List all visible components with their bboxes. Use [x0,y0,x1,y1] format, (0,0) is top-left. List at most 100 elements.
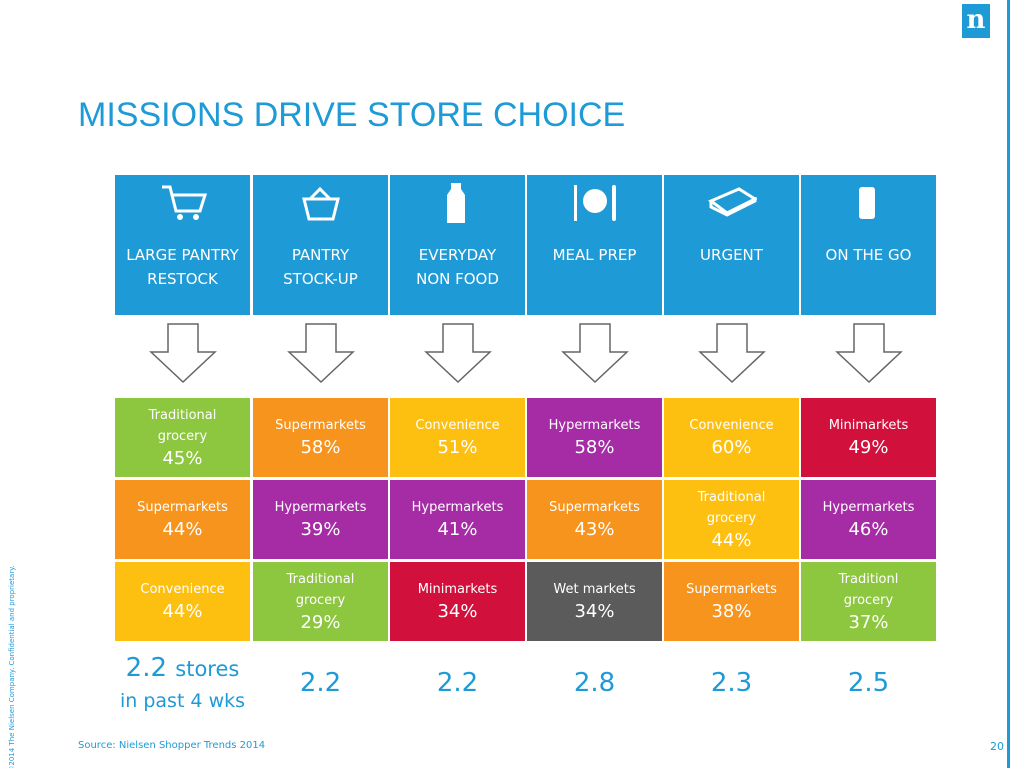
store-cell: Wet markets 34% [527,562,662,641]
store-share: 44% [162,519,203,540]
stores-count: 2.2 [390,665,525,701]
store-share: 37% [848,611,889,633]
stores-note: in past 4 wks [119,690,246,712]
store-cell: Traditional grocery 45% [115,398,250,477]
stores-count: 2.2 stores in past 4 wks [115,650,250,715]
store-cell: Supermarkets 38% [664,562,799,641]
store-name: Convenience [140,582,225,597]
mission-icon [446,183,465,223]
store-cell: Minimarkets 34% [390,562,525,641]
stores-count: 2.8 [527,665,662,701]
store-name: Hypermarkets [411,500,504,515]
store-share: 60% [711,437,752,458]
store-share: 34% [574,601,615,622]
mission-header: PANTRY STOCK-UP [253,175,388,315]
store-share: 49% [848,437,889,458]
store-name: Traditional grocery [697,489,766,526]
store-share: 58% [300,437,341,458]
mission-header: EVERYDAY NON FOOD [390,175,525,315]
stores-count: 2.2 [253,665,388,701]
store-cell: Supermarkets 58% [253,398,388,477]
stores-value: 2.2 [125,653,168,683]
store-cell: Convenience 60% [664,398,799,477]
store-cell: Traditionl grocery 37% [801,562,936,641]
stores-line: 2.5 [801,665,936,701]
mission-label: STOCK-UP [283,270,358,288]
store-name: Supermarkets [137,500,228,515]
stores-line: 2.3 [664,665,799,701]
store-name: Supermarkets [686,582,777,597]
mission-label: EVERYDAY [418,246,497,264]
store-cell: Supermarkets 43% [527,480,662,559]
mission-icon [161,185,207,220]
store-cell: Hypermarkets 41% [390,480,525,559]
store-cell: Minimarkets 49% [801,398,936,477]
arrow [697,323,766,384]
store-cell: Convenience 51% [390,398,525,477]
arrow [286,323,355,384]
stores-line: 2.2 [390,665,525,701]
store-cell: Supermarkets 44% [115,480,250,559]
store-name: Convenience [689,418,774,433]
mission-header: ON THE GO [801,175,936,315]
stores-line: 2.2 [253,665,388,701]
copyright: Copyright ©2014 The Nielsen Company. Con… [8,565,16,768]
arrow [560,323,629,384]
store-name: Convenience [415,418,500,433]
mission-header: LARGE PANTRY RESTOCK [115,175,250,315]
mission-label: RESTOCK [147,270,218,288]
mission-label: URGENT [700,246,763,264]
store-share: 39% [300,519,341,540]
source: Source: Nielsen Shopper Trends 2014 [78,740,266,751]
store-share: 29% [300,611,341,633]
mission-header: MEAL PREP [527,175,662,315]
store-cell: Hypermarkets 58% [527,398,662,477]
stores-value: 2.2 [436,668,479,698]
store-cell: Hypermarkets 46% [801,480,936,559]
mission-icon [858,187,875,219]
store-share: 45% [162,447,203,469]
store-share: 58% [574,437,615,458]
store-cell: Traditional grocery 44% [664,480,799,559]
store-name: Minimarkets [828,418,909,433]
logo: n [962,4,990,38]
store-share: 44% [711,529,752,551]
store-name: Traditionl grocery [838,571,899,608]
store-name: Traditional grocery [148,407,217,444]
store-share: 44% [162,601,203,622]
store-share: 41% [437,519,478,540]
stores-value: 2.2 [299,668,342,698]
store-name: Wet markets [553,582,636,597]
store-cell: Traditional grocery 29% [253,562,388,641]
mission-icon [301,186,340,221]
store-cell: Convenience 44% [115,562,250,641]
mission-label: LARGE PANTRY [126,246,239,264]
arrow [423,323,492,384]
store-cell: Hypermarkets 39% [253,480,388,559]
stores-line: 2.2 stores [115,650,250,687]
store-share: 34% [437,601,478,622]
right-rule [1007,0,1010,768]
title: MISSIONS DRIVE STORE CHOICE [78,96,626,134]
stores-value: 2.3 [710,668,753,698]
store-name: Hypermarkets [274,500,367,515]
stores-unit: stores [175,657,240,681]
store-share: 46% [848,519,889,540]
store-name: Traditional grocery [286,571,355,608]
mission-icon [573,185,616,221]
mission-label: MEAL PREP [552,246,637,264]
store-name: Supermarkets [549,500,640,515]
store-name: Hypermarkets [548,418,641,433]
mission-label: PANTRY [291,246,350,264]
stores-line: 2.8 [527,665,662,701]
store-share: 51% [437,437,478,458]
arrow [148,323,217,384]
mission-label: ON THE GO [825,246,912,264]
stores-count: 2.5 [801,665,936,701]
mission-header: URGENT [664,175,799,315]
store-name: Supermarkets [275,418,366,433]
stores-value: 2.8 [573,668,616,698]
store-name: Minimarkets [417,582,498,597]
store-share: 43% [574,519,615,540]
